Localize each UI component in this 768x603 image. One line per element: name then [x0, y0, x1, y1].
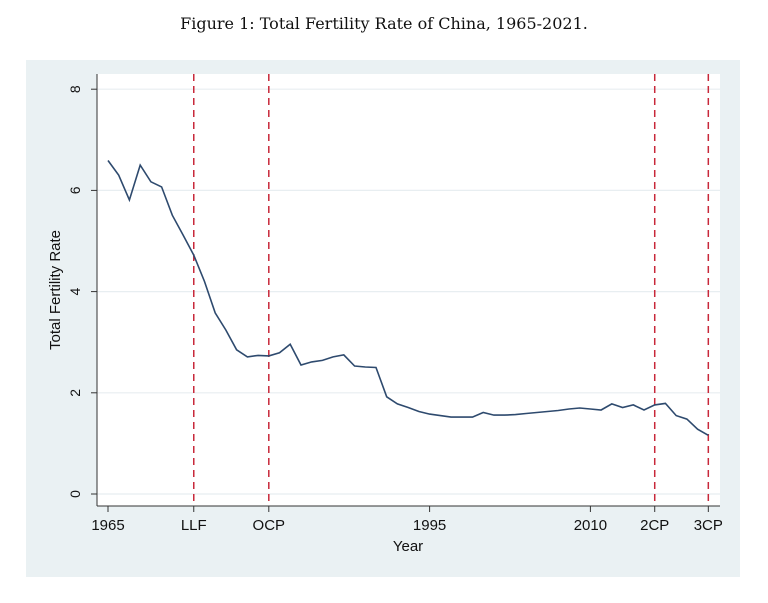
tfr-line	[107, 160, 709, 436]
figure-caption: Figure 1: Total Fertility Rate of China,…	[180, 14, 588, 33]
x-tick-label: LLF	[181, 517, 207, 534]
x-tick-label: 2010	[574, 517, 607, 534]
y-tick-label: 2	[67, 389, 83, 397]
y-tick-label: 4	[67, 287, 83, 295]
x-tick-label: 1995	[413, 517, 446, 534]
y-tick-label: 8	[67, 85, 83, 93]
y-axis-label: Total Fertility Rate	[47, 230, 64, 350]
x-tick-label: 3CP	[694, 517, 723, 534]
y-tick-label: 0	[67, 490, 83, 498]
x-axis-label: Year	[393, 538, 423, 555]
plot-area	[97, 74, 720, 506]
x-tick-label: 1965	[91, 517, 124, 534]
x-tick-label: OCP	[253, 517, 286, 534]
x-tick-label: 2CP	[640, 517, 669, 534]
y-tick-label: 6	[67, 186, 83, 194]
